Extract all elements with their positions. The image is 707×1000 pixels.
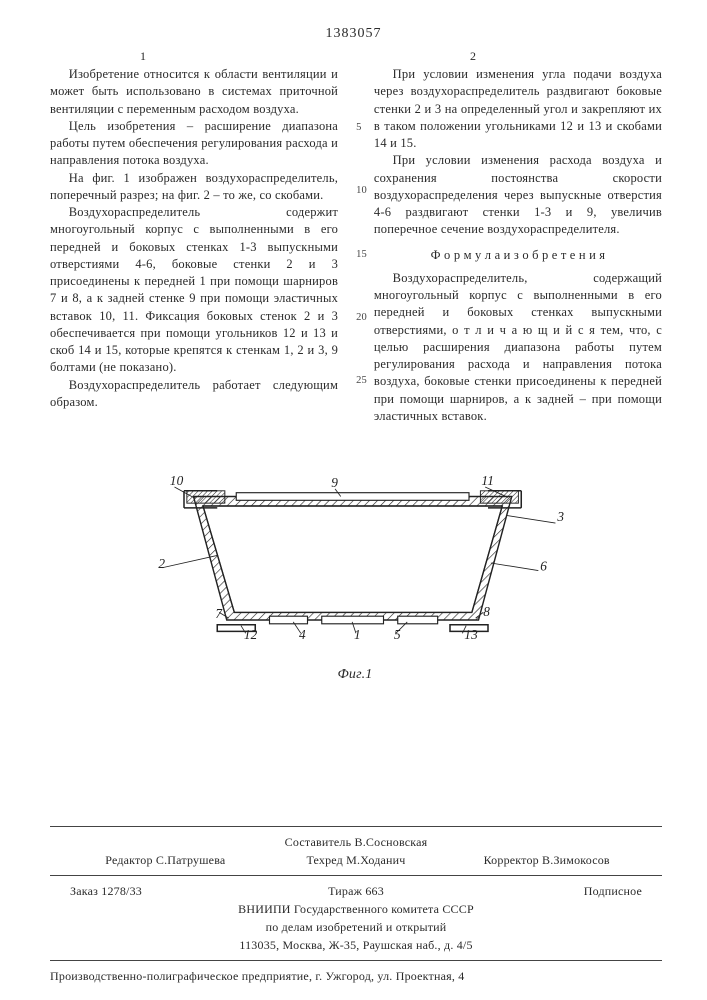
tirazh: Тираж 663 (261, 882, 452, 900)
svg-text:6: 6 (540, 559, 547, 574)
svg-text:13: 13 (464, 627, 478, 642)
address: 113035, Москва, Ж-35, Раушская наб., д. … (50, 936, 662, 954)
svg-text:5: 5 (394, 627, 401, 642)
org-line-2: по делам изобретений и открытий (50, 918, 662, 936)
body-paragraph: Воздухораспределитель содержит многоугол… (50, 204, 338, 377)
formula-heading: Ф о р м у л а и з о б р е т е н и я (374, 247, 662, 264)
patent-page: 1383057 1 2 Изобретение относится к обла… (0, 0, 707, 1000)
svg-text:11: 11 (481, 473, 494, 488)
document-number: 1383057 (0, 24, 707, 43)
svg-text:3: 3 (556, 509, 564, 524)
imprint-footer: Составитель В.СосновскаяРедактор С.Патру… (50, 820, 662, 985)
line-number: 20 (356, 311, 367, 325)
svg-text:1: 1 (354, 627, 361, 642)
order-row: Заказ 1278/33Тираж 663Подписное (50, 882, 662, 900)
right-column: При условии изменения угла подачи воздух… (374, 66, 662, 456)
body-paragraph: При условии изменения угла подачи воздух… (374, 66, 662, 152)
svg-text:2: 2 (158, 556, 165, 571)
compiler-line: Составитель В.Сосновская (50, 833, 662, 851)
col-page-2: 2 (470, 48, 476, 65)
line-number: 25 (356, 374, 367, 388)
credits-row: Редактор С.ПатрушеваТехред М.ХоданичКорр… (50, 851, 662, 869)
svg-text:8: 8 (483, 604, 490, 619)
svg-text:12: 12 (244, 627, 258, 642)
printer: Производственно-полиграфическое предприя… (50, 967, 662, 985)
line-number-gutter: 5 10 15 20 25 (354, 66, 374, 456)
body-paragraph: Воздухораспределитель работает следующим… (50, 377, 338, 412)
text-columns: Изобретение относится к области вентиляц… (50, 66, 662, 456)
techred: Техред М.Ходанич (261, 851, 452, 869)
body-paragraph: На фиг. 1 изображен воздухораспределител… (50, 170, 338, 205)
subscription: Подписное (451, 882, 642, 900)
body-paragraph: При условии изменения расхода воздуха и … (374, 152, 662, 238)
col-page-1: 1 (140, 48, 146, 65)
figure-caption: Фиг.1 (90, 665, 620, 684)
svg-text:4: 4 (299, 627, 306, 642)
body-paragraph: Изобретение относится к области вентиляц… (50, 66, 338, 118)
line-number: 10 (356, 184, 367, 198)
figure-svg: 10 9 11 3 6 8 13 5 1 4 12 7 2 (90, 468, 620, 658)
left-column: Изобретение относится к области вентиляц… (50, 66, 338, 456)
corrector: Корректор В.Зимокосов (451, 851, 642, 869)
formula-paragraph: Воздухораспределитель, содержащий многоу… (374, 270, 662, 425)
line-number: 5 (356, 121, 361, 135)
svg-text:9: 9 (331, 475, 338, 490)
figure-1: 10 9 11 3 6 8 13 5 1 4 12 7 2 Фиг.1 (90, 468, 620, 685)
order-no: Заказ 1278/33 (70, 882, 261, 900)
line-number: 15 (356, 248, 367, 262)
editor: Редактор С.Патрушева (70, 851, 261, 869)
svg-text:7: 7 (215, 606, 223, 621)
body-paragraph: Цель изобретения – расширение диапазона … (50, 118, 338, 170)
svg-text:10: 10 (170, 473, 184, 488)
org-line-1: ВНИИПИ Государственного комитета СССР (50, 900, 662, 918)
